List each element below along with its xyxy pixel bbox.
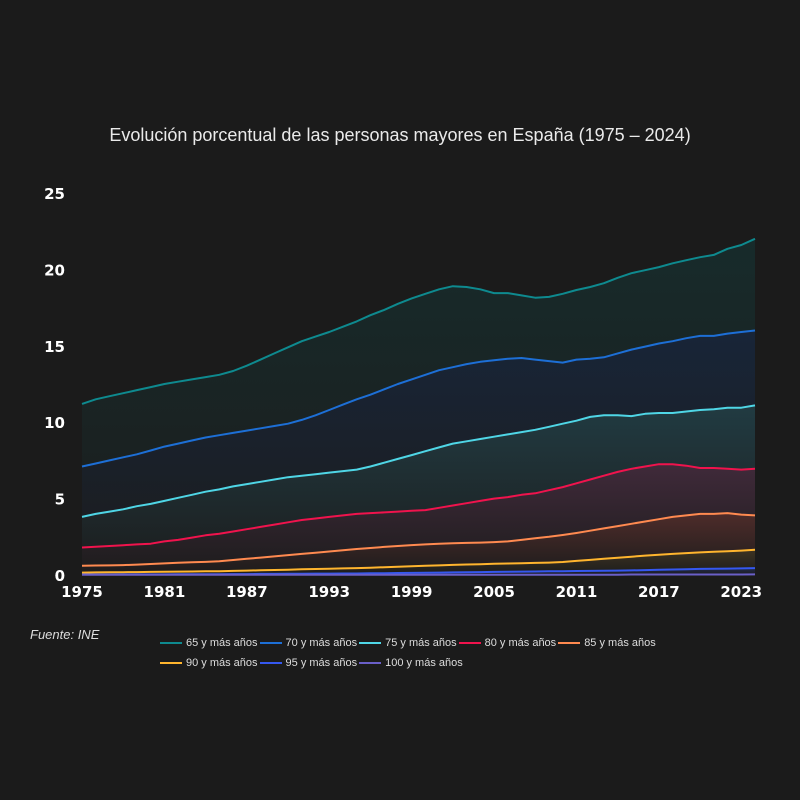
lines bbox=[81, 237, 756, 576]
series-line-3 bbox=[81, 463, 756, 549]
legend-swatch bbox=[458, 642, 481, 644]
legend-label: 75 y más años bbox=[385, 637, 457, 649]
x-tick-label: 1987 bbox=[226, 583, 268, 601]
area-6 bbox=[82, 568, 755, 575]
legend-swatch bbox=[359, 642, 382, 644]
x-tick-label: 2005 bbox=[473, 583, 515, 601]
legend-label: 95 y más años bbox=[285, 657, 358, 669]
legend-swatch bbox=[160, 642, 182, 644]
legend-swatch bbox=[259, 642, 282, 644]
x-tick-label: 1975 bbox=[61, 583, 103, 601]
areas bbox=[82, 238, 755, 576]
legend-item: 95 y más años bbox=[259, 654, 358, 672]
legend-item: 100 y más años bbox=[359, 654, 463, 672]
series-line-1 bbox=[81, 329, 756, 468]
y-tick-label: 0 bbox=[55, 567, 65, 585]
legend-item: 90 y más años bbox=[160, 654, 258, 672]
legend-label: 85 y más años bbox=[584, 637, 656, 649]
y-tick-label: 20 bbox=[44, 261, 65, 279]
legend-item: 65 y más años bbox=[160, 634, 258, 652]
legend-item: 75 y más años bbox=[359, 634, 457, 652]
series-line-0 bbox=[81, 237, 756, 405]
x-tick-label: 1981 bbox=[144, 583, 186, 601]
source-note: Fuente: INE bbox=[30, 627, 100, 642]
x-tick-label: 1993 bbox=[308, 583, 350, 601]
legend-swatch bbox=[359, 662, 382, 664]
x-tick-label: 2017 bbox=[638, 583, 680, 601]
area-5 bbox=[82, 549, 755, 575]
chart-title: Evolución porcentual de las personas may… bbox=[109, 125, 691, 145]
y-tick-label: 25 bbox=[44, 185, 65, 203]
x-tick-label: 2023 bbox=[720, 583, 762, 601]
y-tick-label: 5 bbox=[55, 491, 65, 509]
series-line-4 bbox=[81, 512, 756, 567]
x-tick-label: 2011 bbox=[556, 583, 598, 601]
y-tick-label: 10 bbox=[44, 414, 65, 432]
legend-swatch bbox=[259, 662, 282, 664]
legend-item: 70 y más años bbox=[259, 634, 358, 652]
legend-label: 80 y más años bbox=[484, 637, 557, 649]
y-axis-ticks: 0 5 10 15 20 25 bbox=[44, 185, 65, 585]
legend-swatch bbox=[558, 642, 581, 644]
y-tick-label: 15 bbox=[44, 338, 65, 356]
series-line-2 bbox=[81, 404, 756, 518]
legend-label: 70 y más años bbox=[285, 637, 358, 649]
legend-swatch bbox=[160, 662, 182, 664]
legend: 65 y más años 70 y más años 75 y más años 8… bbox=[160, 632, 720, 672]
series-line-5 bbox=[81, 548, 756, 574]
x-tick-label: 1999 bbox=[391, 583, 433, 601]
x-axis-ticks: 1975 1981 1987 1993 1999 2005 2011 2017 2023 bbox=[61, 583, 762, 601]
legend-label: 65 y más años bbox=[186, 637, 258, 649]
legend-item: 80 y más años bbox=[458, 634, 557, 652]
legend-label: 90 y más años bbox=[186, 657, 258, 669]
legend-item: 85 y más años bbox=[558, 634, 656, 652]
legend-label: 100 y más años bbox=[385, 657, 463, 669]
